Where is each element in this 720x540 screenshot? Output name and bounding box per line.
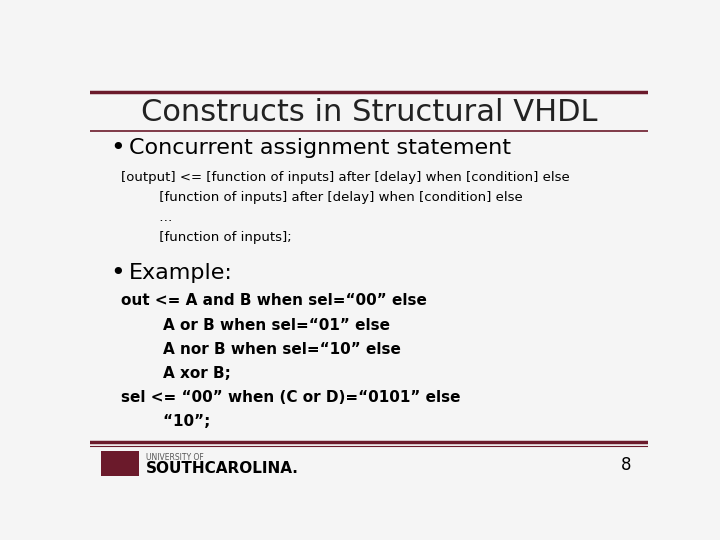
- Text: sel <= “00” when (C or D)=“0101” else: sel <= “00” when (C or D)=“0101” else: [121, 390, 460, 405]
- Text: Example:: Example:: [129, 262, 233, 283]
- Text: •: •: [111, 261, 125, 285]
- Text: 8: 8: [621, 456, 631, 474]
- Text: SOUTHCAROLINA.: SOUTHCAROLINA.: [145, 461, 299, 476]
- Text: Constructs in Structural VHDL: Constructs in Structural VHDL: [140, 98, 598, 127]
- Text: A nor B when sel=“10” else: A nor B when sel=“10” else: [121, 342, 400, 357]
- FancyBboxPatch shape: [101, 451, 139, 476]
- Text: •: •: [111, 136, 125, 160]
- Text: A or B when sel=“01” else: A or B when sel=“01” else: [121, 318, 390, 333]
- Text: Concurrent assignment statement: Concurrent assignment statement: [129, 138, 511, 158]
- Text: [function of inputs] after [delay] when [condition] else: [function of inputs] after [delay] when …: [121, 191, 523, 204]
- Text: UNIVERSITY OF: UNIVERSITY OF: [145, 453, 204, 462]
- Text: A xor B;: A xor B;: [121, 366, 230, 381]
- Text: …: …: [121, 211, 172, 224]
- Text: [function of inputs];: [function of inputs];: [121, 231, 292, 244]
- Text: [output] <= [function of inputs] after [delay] when [condition] else: [output] <= [function of inputs] after […: [121, 171, 570, 184]
- Text: out <= A and B when sel=“00” else: out <= A and B when sel=“00” else: [121, 293, 426, 308]
- Text: “10”;: “10”;: [121, 414, 210, 429]
